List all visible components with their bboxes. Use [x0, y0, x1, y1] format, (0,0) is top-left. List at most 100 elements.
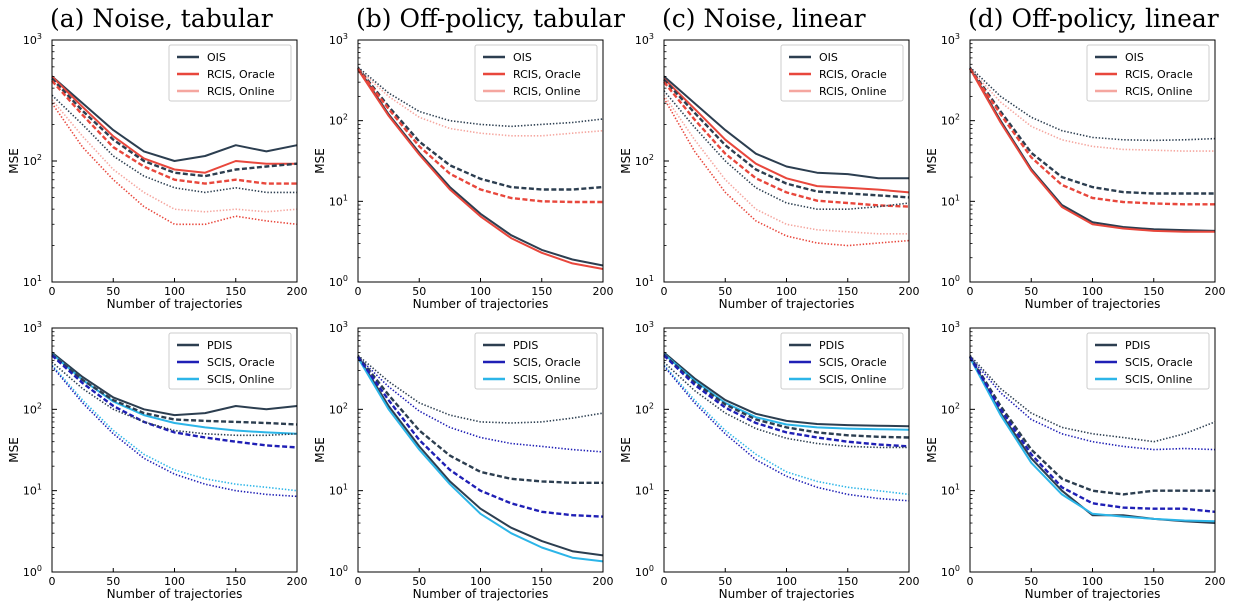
y-tick-exponent: 3: [343, 32, 348, 41]
series-line-3: [357, 66, 604, 128]
y-tick-label: 100: [329, 564, 348, 579]
series-line-6: [357, 68, 603, 204]
y-tick-base: 10: [941, 322, 955, 335]
legend-label: RCIS, Online: [819, 85, 887, 98]
series-line-2: [357, 69, 604, 270]
y-tick-label: 102: [941, 401, 960, 416]
y-tick-base: 10: [941, 566, 955, 579]
series-line-4: [357, 68, 604, 137]
y-tick-label: 101: [329, 193, 348, 208]
panel-title: (a) Noise, tabular: [50, 4, 273, 33]
y-tick-base: 10: [329, 276, 343, 289]
y-tick-exponent: 3: [955, 320, 960, 329]
y-tick-label: 101: [941, 193, 960, 208]
x-tick-label: 0: [967, 285, 974, 298]
y-tick-base: 10: [329, 195, 343, 208]
y-tick-exponent: 1: [955, 483, 960, 492]
legend-label: OIS: [819, 51, 838, 64]
x-axis-label: Number of trajectories: [1025, 587, 1161, 601]
y-tick-label: 100: [329, 274, 348, 289]
legend: PDIS SCIS, Oracle SCIS, Online: [168, 332, 292, 390]
y-tick-exponent: 0: [37, 564, 42, 573]
y-tick-exponent: 0: [343, 564, 348, 573]
y-tick-label: 101: [941, 483, 960, 498]
x-tick-label: 150: [531, 285, 552, 298]
legend-label: SCIS, Online: [207, 373, 275, 386]
series-line-5: [969, 67, 1215, 195]
legend-label: RCIS, Oracle: [207, 68, 275, 81]
y-tick-label: 100: [941, 564, 960, 579]
y-tick-label: 102: [23, 153, 42, 168]
legend: OIS RCIS, Oracle RCIS, Online: [780, 44, 904, 102]
series-line-2: [663, 77, 910, 194]
y-tick-base: 10: [635, 155, 649, 168]
legend-label: OIS: [513, 51, 532, 64]
y-tick-exponent: 2: [955, 401, 960, 410]
y-tick-base: 10: [329, 485, 343, 498]
y-tick-exponent: 3: [955, 32, 960, 41]
series-line-5: [357, 67, 604, 191]
y-tick-base: 10: [635, 566, 649, 579]
x-tick-label: 150: [837, 285, 858, 298]
x-tick-label: 150: [1143, 575, 1164, 588]
x-tick-label: 200: [899, 285, 920, 298]
series-line-6: [663, 94, 909, 235]
legend-label: SCIS, Oracle: [819, 356, 887, 369]
y-tick-label: 101: [23, 274, 42, 289]
y-tick-base: 10: [635, 276, 649, 289]
series-line-2: [357, 357, 604, 563]
y-tick-base: 10: [635, 34, 649, 47]
series-line-4: [969, 68, 1215, 152]
x-tick-label: 0: [661, 575, 668, 588]
legend-label: RCIS, Oracle: [819, 68, 887, 81]
y-tick-base: 10: [941, 34, 955, 47]
x-tick-label: 100: [776, 575, 797, 588]
x-tick-label: 0: [355, 575, 362, 588]
y-tick-exponent: 2: [343, 113, 348, 122]
x-tick-label: 150: [225, 575, 246, 588]
x-tick-label: 50: [106, 575, 120, 588]
x-tick-label: 200: [1205, 575, 1226, 588]
series-line-4: [663, 81, 910, 208]
series-line-6: [969, 68, 1215, 206]
legend-box: [168, 332, 292, 390]
y-tick-label: 102: [941, 113, 960, 128]
y-axis-label: MSE: [619, 148, 633, 174]
x-axis-label: Number of trajectories: [719, 587, 855, 601]
series-line-5: [663, 361, 909, 449]
legend-box: [780, 332, 904, 390]
legend: PDIS SCIS, Oracle SCIS, Online: [780, 332, 904, 390]
legend: PDIS SCIS, Oracle SCIS, Online: [474, 332, 598, 390]
x-tick-label: 150: [225, 285, 246, 298]
y-tick-exponent: 2: [343, 401, 348, 410]
series-line-1: [663, 75, 909, 180]
legend-box: [1086, 44, 1210, 102]
series-line-6: [51, 364, 298, 492]
series-line-4: [663, 354, 910, 448]
x-tick-label: 50: [1024, 285, 1038, 298]
x-tick-label: 200: [899, 575, 920, 588]
y-tick-base: 10: [941, 403, 955, 416]
y-tick-exponent: 2: [649, 153, 654, 162]
series-line-3: [969, 66, 1216, 142]
legend-label: OIS: [207, 51, 226, 64]
y-tick-exponent: 3: [649, 32, 654, 41]
legend-label: SCIS, Online: [513, 373, 581, 386]
y-tick-exponent: 0: [955, 564, 960, 573]
y-tick-exponent: 2: [37, 153, 42, 162]
x-tick-label: 100: [164, 575, 185, 588]
legend: OIS RCIS, Oracle RCIS, Online: [474, 44, 598, 102]
series-line-2: [969, 357, 1216, 523]
y-axis-label: MSE: [925, 437, 939, 463]
y-tick-label: 103: [329, 32, 348, 47]
series-line-2: [663, 353, 910, 431]
y-tick-label: 103: [23, 32, 42, 47]
x-tick-label: 100: [1082, 285, 1103, 298]
y-tick-exponent: 0: [955, 274, 960, 283]
series-line-7: [51, 102, 298, 226]
